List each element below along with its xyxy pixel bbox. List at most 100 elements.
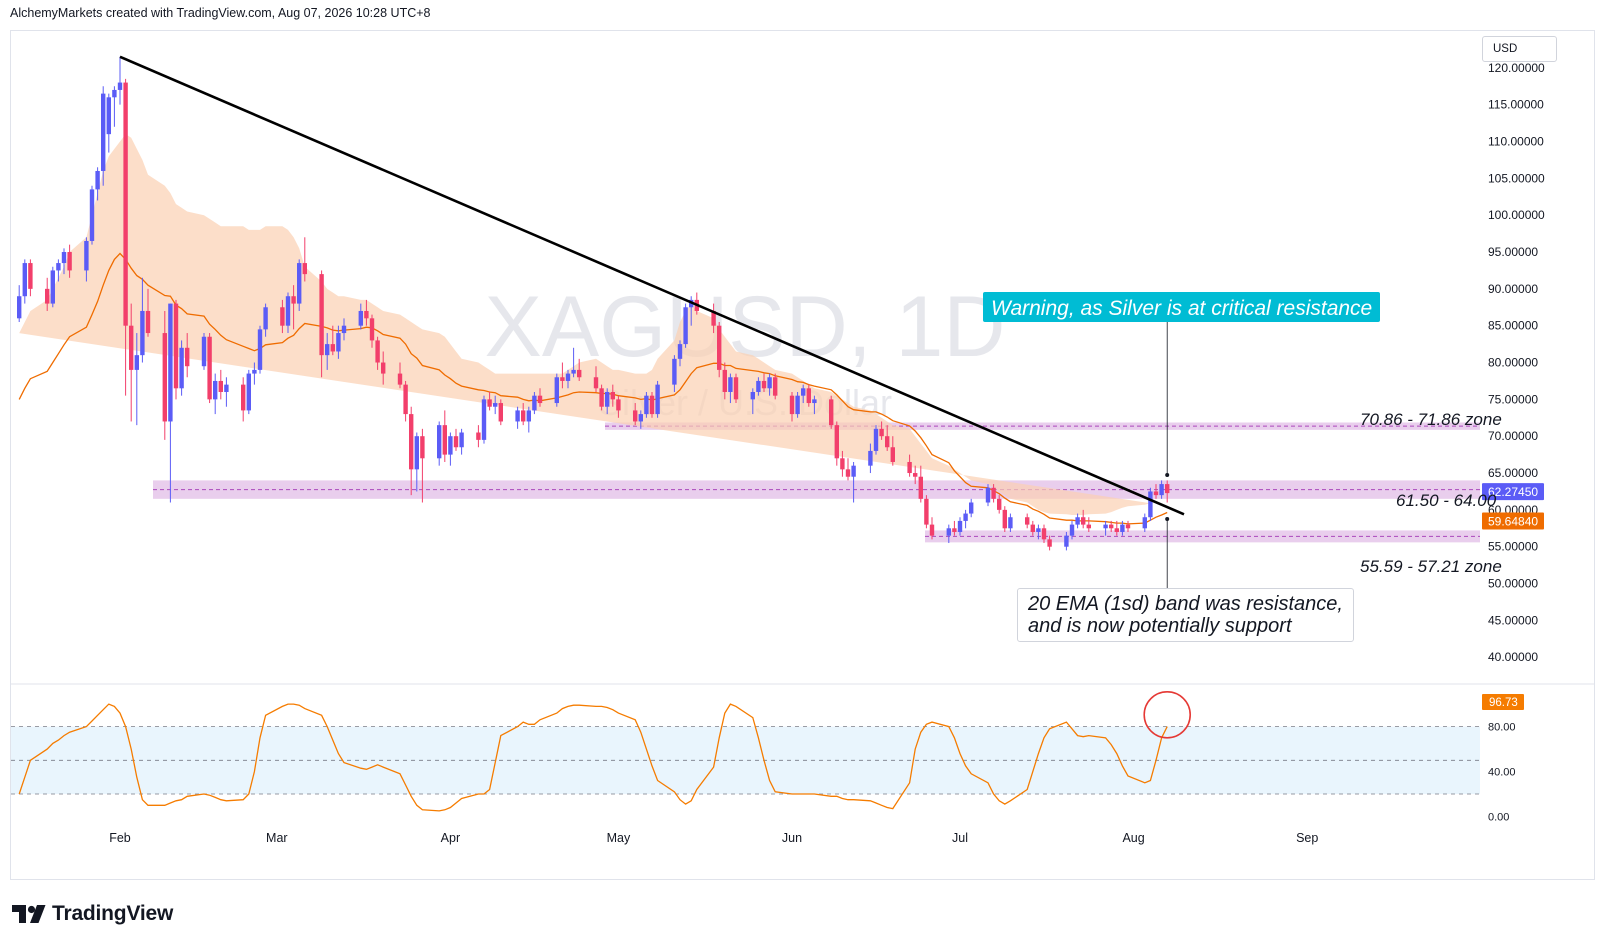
time-tick-label: Apr (441, 831, 460, 845)
candle-body (571, 369, 576, 374)
candle (1165, 480, 1170, 503)
candle-body (963, 513, 968, 521)
candle (218, 369, 223, 400)
candle (45, 277, 50, 311)
zone-label-middle: 61.50 - 64.00 (1396, 491, 1497, 510)
candle (140, 277, 145, 363)
candle-body (375, 340, 380, 363)
candle (1025, 513, 1030, 529)
candle-body (1008, 517, 1013, 529)
candle (101, 86, 106, 186)
candle-body (224, 384, 229, 392)
candle-body (672, 358, 677, 385)
candle-body (638, 414, 643, 422)
ema-band (19, 134, 1151, 515)
currency-selector[interactable]: USD (1482, 36, 1557, 62)
candle-body (1041, 528, 1047, 540)
candle (134, 333, 139, 426)
price-tick-label: 115.00000 (1488, 98, 1544, 112)
ema-note-pointer-dot (1165, 517, 1170, 521)
candle-body (1047, 539, 1052, 547)
candle-body (140, 310, 145, 356)
candle (991, 484, 996, 503)
candle (330, 325, 335, 356)
ema-price-badge-bg (1482, 512, 1544, 530)
candle (733, 373, 739, 404)
candle-body (532, 395, 537, 411)
candle-body (50, 270, 55, 304)
candle-body (1165, 484, 1170, 494)
tradingview-logo[interactable]: TradingView (12, 902, 173, 926)
candle (985, 484, 991, 507)
candle (336, 325, 341, 359)
candle (851, 461, 856, 503)
candle (677, 340, 683, 367)
price-tick-label: 120.00000 (1488, 61, 1545, 75)
candle-body (560, 377, 565, 381)
candle-body (795, 395, 800, 415)
candle (616, 395, 621, 418)
candle (722, 362, 727, 400)
candle-body (297, 263, 302, 304)
candle (22, 259, 27, 304)
candle (537, 388, 543, 407)
candle-body (185, 347, 190, 367)
candle-body (812, 399, 817, 404)
candle (812, 395, 817, 415)
candle (644, 391, 649, 418)
candle (252, 362, 257, 385)
candle-body (241, 384, 246, 411)
candle-body (252, 369, 257, 374)
candle-body (873, 428, 879, 451)
candle-body (1148, 491, 1153, 518)
candle-body (997, 498, 1002, 510)
candle-body (515, 410, 520, 422)
candle-body (129, 325, 134, 370)
price-tick-label: 110.00000 (1488, 135, 1544, 149)
candle (173, 299, 179, 400)
candle-body (991, 487, 996, 499)
time-tick-label: Jun (782, 831, 802, 845)
candle-body (325, 344, 330, 356)
candle (297, 259, 302, 311)
candle-body (929, 524, 935, 536)
candle-body (291, 296, 296, 304)
candle-body (179, 347, 184, 389)
candle (1002, 506, 1007, 532)
candle-body (364, 310, 369, 319)
warning-pointer-dot (1165, 473, 1170, 477)
chart-frame (10, 30, 1595, 880)
candle-body (605, 391, 610, 407)
candle (129, 303, 134, 422)
candle (683, 303, 688, 348)
candle-body (95, 170, 100, 190)
candle-body (257, 329, 263, 370)
candle-body (773, 377, 778, 396)
candle-body (722, 369, 727, 392)
candle-body (761, 380, 767, 389)
candle (997, 495, 1002, 514)
candle (1125, 520, 1131, 532)
candle-body (969, 502, 974, 514)
osc-highlight-circle (1143, 690, 1191, 739)
candle (885, 425, 890, 451)
candle (280, 299, 285, 334)
candle (1086, 517, 1091, 532)
candle-body (806, 388, 811, 404)
candle (207, 333, 212, 404)
candle (397, 362, 403, 389)
last-price-badge: 62.27450 (1482, 483, 1544, 501)
candle-body (952, 528, 957, 532)
candle (672, 355, 677, 392)
candle-body (1120, 524, 1125, 532)
candle (302, 237, 307, 282)
candle-body (728, 377, 733, 392)
candle-body (851, 465, 856, 477)
candle-body (45, 288, 50, 304)
candle-body (213, 380, 218, 400)
price-tick-label: 75.00000 (1488, 392, 1538, 406)
candle (577, 358, 582, 381)
candle-body (633, 410, 638, 422)
candle (868, 443, 873, 474)
